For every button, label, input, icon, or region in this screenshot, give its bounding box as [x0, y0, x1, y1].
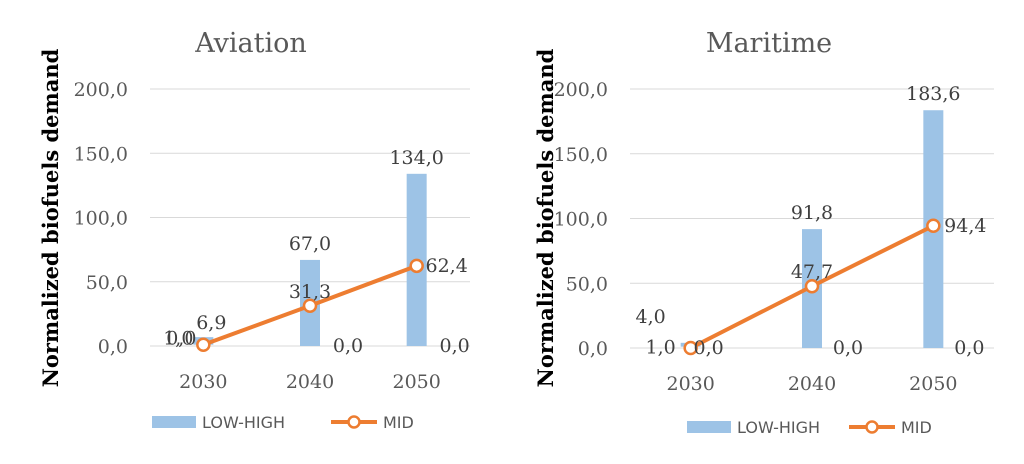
y-tick-label: 200,0 [74, 79, 128, 101]
line-mid-point [302, 298, 318, 314]
line-mid-point [409, 258, 424, 274]
legend-swatch-low-high [687, 421, 731, 433]
y-tick-label: 150,0 [554, 144, 608, 166]
x-tick-label: 2030 [179, 371, 227, 393]
x-tick-label: 2050 [392, 371, 440, 393]
data-label-high: 134,0 [389, 147, 443, 169]
data-label-mid: 62,4 [426, 255, 468, 277]
line-mid-point [196, 337, 211, 352]
chart-panel-maritime: Maritime Normalized biofuels demand 0,0 50,… [533, 28, 994, 437]
data-label-high: 91,8 [791, 202, 833, 224]
chart-title: Aviation [194, 28, 307, 59]
y-tick-label: 150,0 [74, 143, 128, 165]
x-tick-label: 2050 [909, 373, 957, 395]
x-tick-label: 2030 [666, 373, 714, 395]
y-tick-label: 0,0 [578, 338, 608, 360]
data-label-mid: 0,0 [694, 337, 724, 359]
y-tick-label: 0,0 [98, 336, 128, 358]
legend-swatch-mid-marker [347, 415, 361, 429]
y-axis-label: Normalized biofuels demand [38, 48, 63, 387]
data-label-mid: 94,4 [944, 215, 986, 237]
legend: LOW-HIGH MID [687, 418, 932, 437]
legend-label-mid: MID [901, 418, 932, 437]
legend-label-mid: MID [383, 413, 414, 432]
y-tick-label: 100,0 [74, 208, 128, 230]
data-label-high: 6,9 [196, 312, 226, 334]
legend: LOW-HIGH MID [152, 413, 414, 432]
legend-label-low-high: LOW-HIGH [202, 413, 285, 432]
data-label-high: 67,0 [289, 233, 331, 255]
x-tick-label: 2040 [286, 371, 334, 393]
legend-swatch-low-high [152, 416, 196, 428]
y-tick-label: 100,0 [554, 209, 608, 231]
data-label-low: 0,0 [833, 337, 863, 359]
y-tick-label: 200,0 [554, 79, 608, 101]
y-tick-label: 50,0 [566, 273, 608, 295]
x-tick-label: 2040 [788, 373, 836, 395]
chart-panel-aviation: Aviation Normalized biofuels demand 0,0 50,… [38, 28, 470, 432]
chart-title: Maritime [706, 28, 832, 59]
legend-swatch-mid-marker [865, 420, 879, 434]
data-label-low: 1,0 [163, 328, 193, 350]
data-label-low: 0,0 [440, 335, 470, 357]
y-axis-label: Normalized biofuels demand [533, 48, 558, 387]
line-mid-point [683, 340, 698, 356]
data-label-low: 0,0 [333, 335, 363, 357]
line-mid-point [804, 278, 820, 294]
y-tick-label: 50,0 [86, 272, 128, 294]
data-label-mid: 47,7 [791, 261, 833, 283]
legend-label-low-high: LOW-HIGH [737, 418, 820, 437]
data-label-low: 0,0 [954, 337, 984, 359]
data-label-high: 4,0 [636, 306, 666, 328]
data-label-low: 1,0 [646, 337, 676, 359]
data-label-mid: 31,3 [289, 281, 331, 303]
line-mid-point [926, 218, 941, 234]
data-label-high: 183,6 [906, 83, 960, 105]
data-label-mid: 0,0 [166, 328, 196, 350]
